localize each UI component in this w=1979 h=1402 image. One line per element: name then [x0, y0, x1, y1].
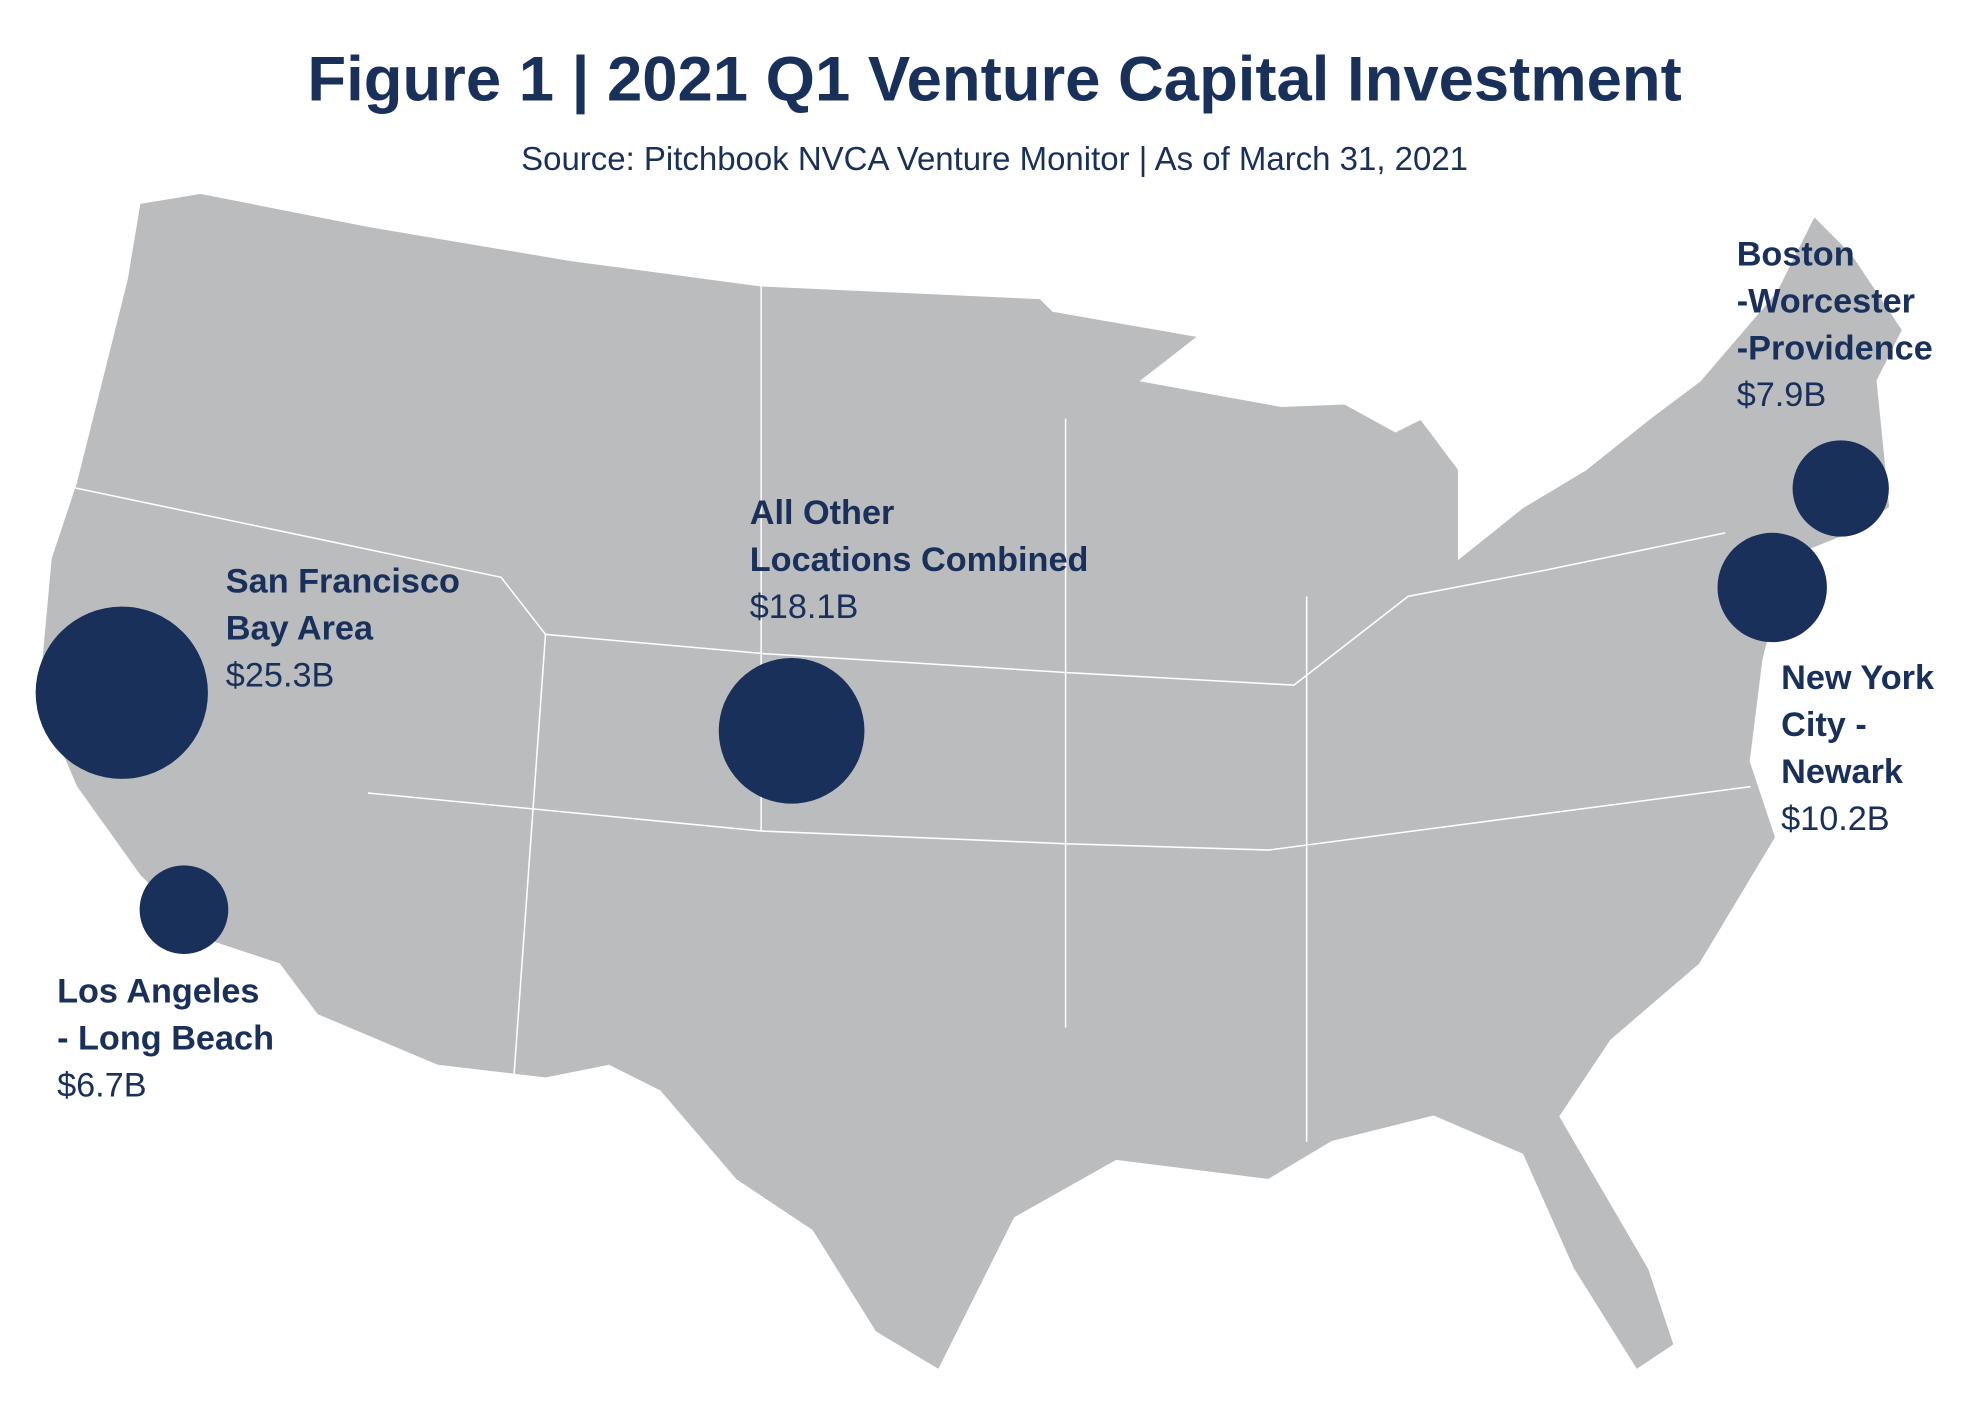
- bubble: [35, 606, 208, 779]
- chart-subtitle: Source: Pitchbook NVCA Venture Monitor |…: [521, 140, 1468, 177]
- bubble-label: -Providence: [1737, 329, 1933, 367]
- bubble-label: City -: [1781, 706, 1867, 744]
- bubble-label: Boston: [1737, 235, 1855, 273]
- bubble: [139, 865, 229, 955]
- bubble-label: - Long Beach: [57, 1019, 274, 1057]
- bubble-value-label: $25.3B: [226, 657, 335, 695]
- bubble-value-label: $6.7B: [57, 1066, 147, 1104]
- bubble-label: Newark: [1781, 753, 1904, 791]
- bubble-label: Bay Area: [226, 610, 374, 648]
- us-map: [37, 191, 1904, 1372]
- state-borders: [65, 285, 1751, 1142]
- bubble-value-label: $7.9B: [1737, 376, 1827, 414]
- bubble-label: New York: [1781, 659, 1935, 697]
- bubble-value-label: $10.2B: [1781, 800, 1890, 838]
- bubble-label: -Worcester: [1737, 282, 1915, 320]
- chart-title: Figure 1 | 2021 Q1 Venture Capital Inves…: [307, 45, 1681, 115]
- bubble: [1717, 532, 1827, 643]
- bubble-label: San Francisco: [226, 563, 460, 601]
- bubble: [1792, 440, 1889, 537]
- bubble-value-label: $18.1B: [750, 588, 859, 626]
- border: [513, 285, 1308, 1142]
- bubble-label: Los Angeles: [57, 972, 259, 1010]
- bubble-label: All Other: [750, 494, 895, 532]
- bubble: [718, 657, 865, 804]
- bubble-label: Locations Combined: [750, 541, 1089, 579]
